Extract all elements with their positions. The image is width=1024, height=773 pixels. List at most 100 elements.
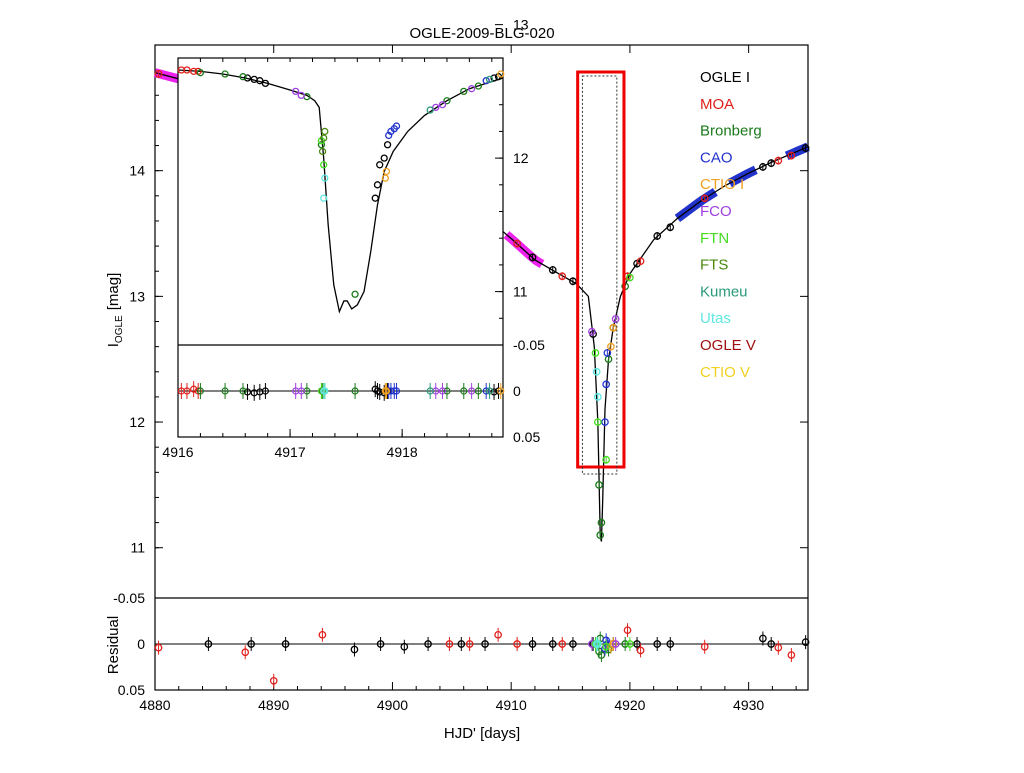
residual-point [609,640,618,648]
inset-data-point [321,127,329,136]
inset-y-tick-label: 11 [513,284,528,300]
data-point [592,367,601,376]
inset-residual-point [243,388,252,396]
inset-resid-tick-label: 0.05 [513,429,540,445]
legend-entry: CTIO I [700,176,744,193]
residual-point [241,648,250,657]
data-point [787,151,796,160]
residual-point [611,640,620,648]
inset-residual-point [426,387,434,395]
inset-residual-point [261,387,270,395]
residual-point [569,640,577,648]
inset-residual-point [221,387,229,395]
data-point [609,323,618,332]
residual-point [548,640,557,648]
data-point [774,156,783,165]
data-point [597,518,606,527]
inset-frame [177,57,504,438]
data-point [603,349,612,357]
inset-data-point [373,181,382,189]
data-point [801,144,810,152]
main-plot-frame [154,44,809,691]
inset-data-point [460,87,468,96]
inset-x-tick-label: 4916 [162,444,193,460]
y-tick-label: 13 [129,288,145,304]
inset-residual-point [494,387,503,395]
inset-data-point [482,77,490,85]
inset-data-point [317,141,326,149]
inset-data-point [380,154,388,162]
residual-point [424,640,432,648]
inset-data-point [371,194,379,202]
residual-point [759,634,767,643]
legend-entry: CTIO V [700,364,750,381]
inset-residual-point [183,387,191,395]
data-point [602,380,611,389]
legend-entry: FTS [700,257,728,274]
inset-residual-point [443,387,451,395]
residual-point [204,640,213,648]
data-point [595,481,603,489]
data-point [601,418,609,426]
inset-data-point [490,74,498,82]
inset-residual-point [392,387,401,395]
residual-point [621,640,630,648]
data-point [607,342,615,351]
inset-data-point [320,194,328,202]
inset-data-point [443,97,451,105]
inset-y-tick-label: 12 [513,150,529,166]
inset-residual-point [351,387,359,395]
data-point [154,70,163,78]
inset-data-point [243,74,252,82]
y-tick-label: 14 [129,163,145,179]
chart-title: OGLE-2009-BLG-020 [409,25,554,42]
legend-entry: MOA [700,96,734,113]
zoom-dotted-box [581,75,618,475]
residual-point [594,640,602,648]
inset-residual-point [196,387,205,395]
inset-data-point [467,85,476,93]
inset-residual-point [474,387,482,395]
legend-entry: Bronberg [700,123,762,140]
residual-point [513,640,521,648]
legend-entry: Kumeu [700,283,748,300]
inset-residual-point [497,387,505,395]
legend-entry: FTN [700,230,729,247]
inset-data-point [221,70,229,78]
residual-point [774,643,783,652]
residual-point [626,640,634,648]
x-tick-label: 4920 [614,697,645,713]
resid-tick-label: 0.05 [118,682,145,698]
data-point [588,327,596,336]
inset-data-point [485,75,494,84]
inset-data-point [239,73,247,81]
residual-point [602,642,611,651]
residual-point [801,638,810,647]
data-point [513,239,521,248]
residual-point [247,640,256,648]
inset-data-point [382,167,391,176]
residual-point [318,630,327,639]
inset-data-point [351,290,359,298]
inset-data-point [292,87,300,96]
residual-point [494,630,502,639]
inset-residual-point [297,387,305,395]
residual-point [653,640,662,648]
inset-residual-point [468,387,476,395]
residual-point [281,640,290,648]
residual-point [445,640,454,648]
inset-residual-point [485,387,494,395]
data-point [666,223,675,232]
resid-tick-label: -0.05 [113,590,145,606]
legend-entry: Utas [700,310,731,327]
inset-data-point [438,101,447,109]
residual-point [700,642,709,651]
inset-residual-point [239,387,247,395]
data-point [636,257,645,266]
residual-point [376,640,385,648]
residual-point [154,643,163,652]
zoom-highlight-box [576,70,626,469]
inset-data-point [320,161,328,169]
